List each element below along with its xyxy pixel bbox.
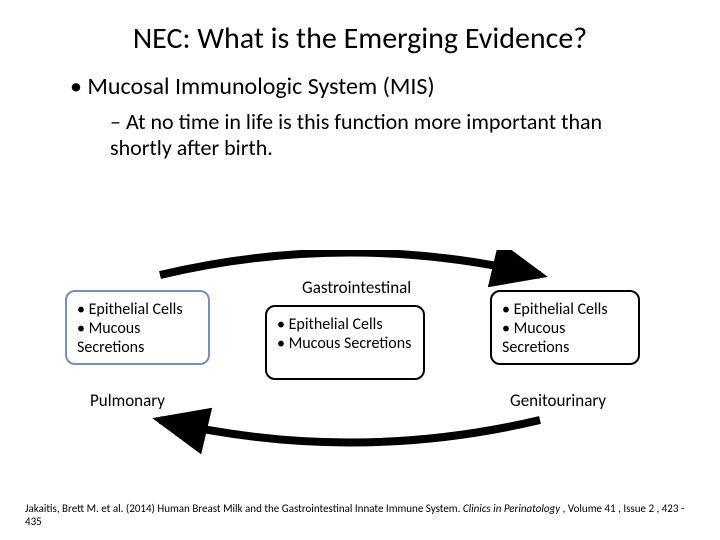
label-pulmonary: Pulmonary xyxy=(90,390,165,411)
node-gi-item: Mucous Secretions xyxy=(277,334,413,353)
bullet-level-2: At no time in life is this function more… xyxy=(110,109,660,162)
node-gi-item: Epithelial Cells xyxy=(277,315,413,334)
label-genitourinary: Genitourinary xyxy=(510,390,606,411)
node-pulmonary: Epithelial Cells Mucous Secretions xyxy=(65,290,210,365)
citation: Jakaitis, Brett M. et al. (2014) Human B… xyxy=(25,502,695,528)
bullet-level-1: Mucosal Immunologic System (MIS) xyxy=(70,72,680,101)
citation-prefix: Jakaitis, Brett M. et al. (2014) Human B… xyxy=(25,502,463,515)
slide-title: NEC: What is the Emerging Evidence? xyxy=(40,20,680,57)
cycle-diagram: Epithelial Cells Mucous Secretions Pulmo… xyxy=(0,250,720,480)
node-gu-item: Mucous Secretions xyxy=(502,319,628,357)
node-pulmonary-item: Mucous Secretions xyxy=(77,319,198,357)
node-pulmonary-item: Epithelial Cells xyxy=(77,300,198,319)
node-gastrointestinal: Epithelial Cells Mucous Secretions xyxy=(265,305,425,380)
node-genitourinary: Epithelial Cells Mucous Secretions xyxy=(490,290,640,365)
citation-journal: Clinics in Perinatology xyxy=(463,502,560,515)
label-gastrointestinal: Gastrointestinal xyxy=(298,277,415,298)
node-gu-item: Epithelial Cells xyxy=(502,300,628,319)
